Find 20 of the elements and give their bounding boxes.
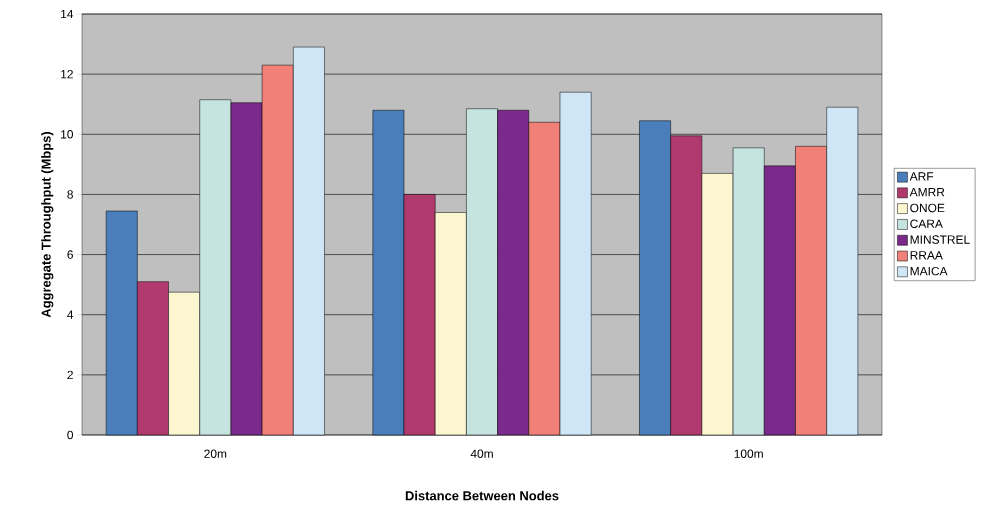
legend-label: MAICA [910, 266, 948, 276]
legend-label: ARF [909, 172, 934, 181]
x-tick-label: 100m [734, 449, 763, 458]
x-tick-label: 20m [204, 449, 227, 458]
legend-label: MINSTREL [910, 235, 970, 244]
legend-label: RRAA [910, 251, 943, 260]
y-tick-label: 10 [61, 130, 74, 139]
legend-label: ONOE [910, 203, 945, 213]
legend-label: AMRR [909, 188, 945, 197]
y-tick-label: 4 [67, 310, 74, 319]
x-tick-label: 40m [470, 449, 493, 458]
y-axis-title: Aggregate Throughput (Mbps) [41, 131, 54, 318]
x-axis-title: Distance Between Nodes [405, 490, 559, 501]
y-tick-label: 6 [67, 250, 73, 259]
legend-label: CARA [910, 219, 943, 228]
y-tick-label: 0 [67, 430, 74, 440]
y-tick-label: 2 [67, 370, 73, 380]
y-tick-label: 12 [61, 69, 73, 79]
y-tick-label: 14 [61, 9, 74, 19]
y-tick-label: 8 [67, 190, 73, 199]
